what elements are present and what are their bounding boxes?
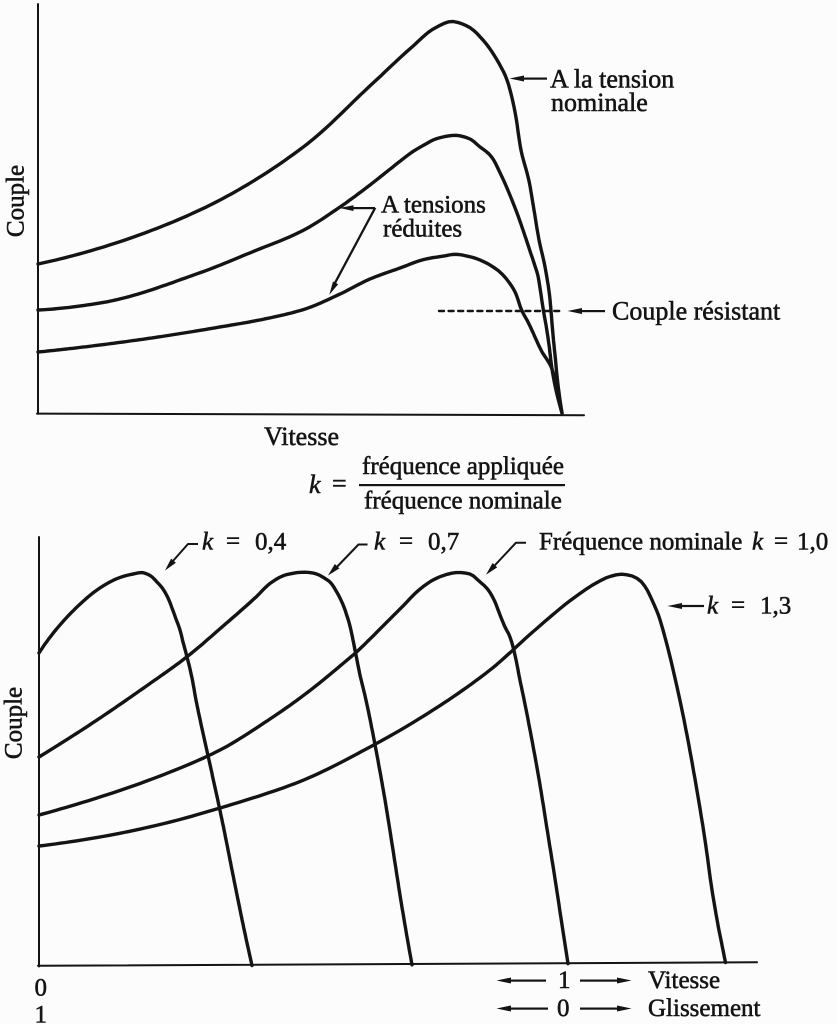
svg-text:nominale: nominale bbox=[551, 88, 648, 117]
svg-text:=: = bbox=[226, 528, 240, 555]
svg-text:fréquence appliquée: fréquence appliquée bbox=[362, 453, 564, 480]
svg-text:1,3: 1,3 bbox=[760, 593, 791, 620]
svg-text:Glissement: Glissement bbox=[648, 995, 761, 1022]
svg-text:0: 0 bbox=[35, 975, 48, 1002]
svg-text:k: k bbox=[374, 529, 386, 556]
svg-text:0: 0 bbox=[557, 995, 570, 1022]
svg-text:0,4: 0,4 bbox=[255, 529, 287, 556]
svg-text:k: k bbox=[707, 593, 719, 620]
svg-text:Couple: Couple bbox=[1, 687, 28, 759]
svg-text:A tensions: A tensions bbox=[381, 192, 486, 219]
svg-text:0,7: 0,7 bbox=[428, 529, 459, 556]
svg-text:A la tension: A la tension bbox=[550, 65, 674, 94]
svg-text:Vitesse: Vitesse bbox=[648, 967, 720, 994]
svg-text:Vitesse: Vitesse bbox=[264, 422, 339, 451]
svg-text:k: k bbox=[309, 470, 321, 499]
svg-text:=: = bbox=[774, 528, 788, 555]
svg-text:fréquence nominale: fréquence nominale bbox=[364, 488, 562, 515]
svg-text:k: k bbox=[752, 529, 764, 556]
svg-text:1,0: 1,0 bbox=[797, 529, 828, 556]
svg-text:=: = bbox=[399, 528, 413, 555]
svg-text:=: = bbox=[332, 469, 347, 498]
svg-text:1: 1 bbox=[35, 1002, 48, 1024]
svg-text:réduites: réduites bbox=[383, 216, 462, 243]
svg-text:Fréquence nominale: Fréquence nominale bbox=[539, 529, 742, 556]
svg-text:Couple: Couple bbox=[3, 165, 30, 237]
svg-text:1: 1 bbox=[558, 967, 571, 994]
svg-text:k: k bbox=[202, 529, 214, 556]
svg-text:=: = bbox=[731, 592, 745, 619]
svg-text:Couple résistant: Couple résistant bbox=[612, 297, 781, 326]
